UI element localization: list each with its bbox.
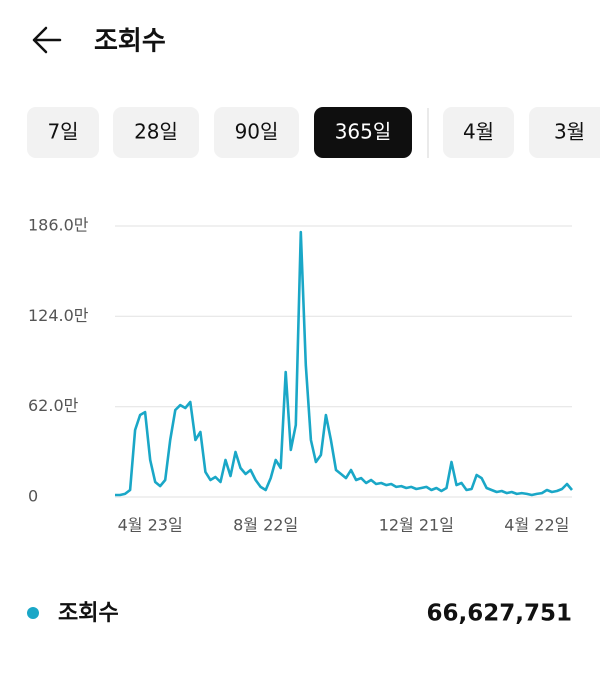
x-tick-label: 4월 23일 [118, 516, 183, 535]
tab-label[interactable]: 90일 [235, 120, 279, 144]
back-arrow[interactable] [32, 26, 62, 54]
tab-label[interactable]: 365일 [335, 120, 392, 144]
tab[interactable] [529, 107, 600, 158]
x-tick-label: 8월 22일 [233, 516, 298, 535]
y-tick-label: 0 [28, 487, 38, 506]
legend-label: 조회수 [58, 601, 119, 626]
tab[interactable] [214, 107, 299, 158]
x-tick-label: 12월 21일 [379, 516, 454, 535]
tab[interactable] [443, 107, 514, 158]
tab[interactable] [113, 107, 199, 158]
tab-label[interactable]: 3월 [554, 120, 585, 144]
y-tick-label: 124.0만 [28, 306, 89, 325]
back-button[interactable] [32, 26, 62, 54]
tab[interactable] [314, 107, 412, 158]
tab-label[interactable]: 28일 [134, 120, 178, 144]
page-title: 조회수 [94, 27, 166, 57]
y-tick-label: 62.0만 [28, 396, 79, 415]
y-tick-label: 186.0만 [28, 216, 89, 235]
total-views: 66,627,751 [426, 601, 572, 627]
tab[interactable] [27, 107, 99, 158]
tab-label[interactable]: 7일 [47, 120, 78, 144]
data-line [115, 230, 573, 497]
x-tick-label: 4월 22일 [504, 516, 569, 535]
tab-label[interactable]: 4월 [463, 120, 494, 144]
legend-dot [27, 607, 39, 619]
